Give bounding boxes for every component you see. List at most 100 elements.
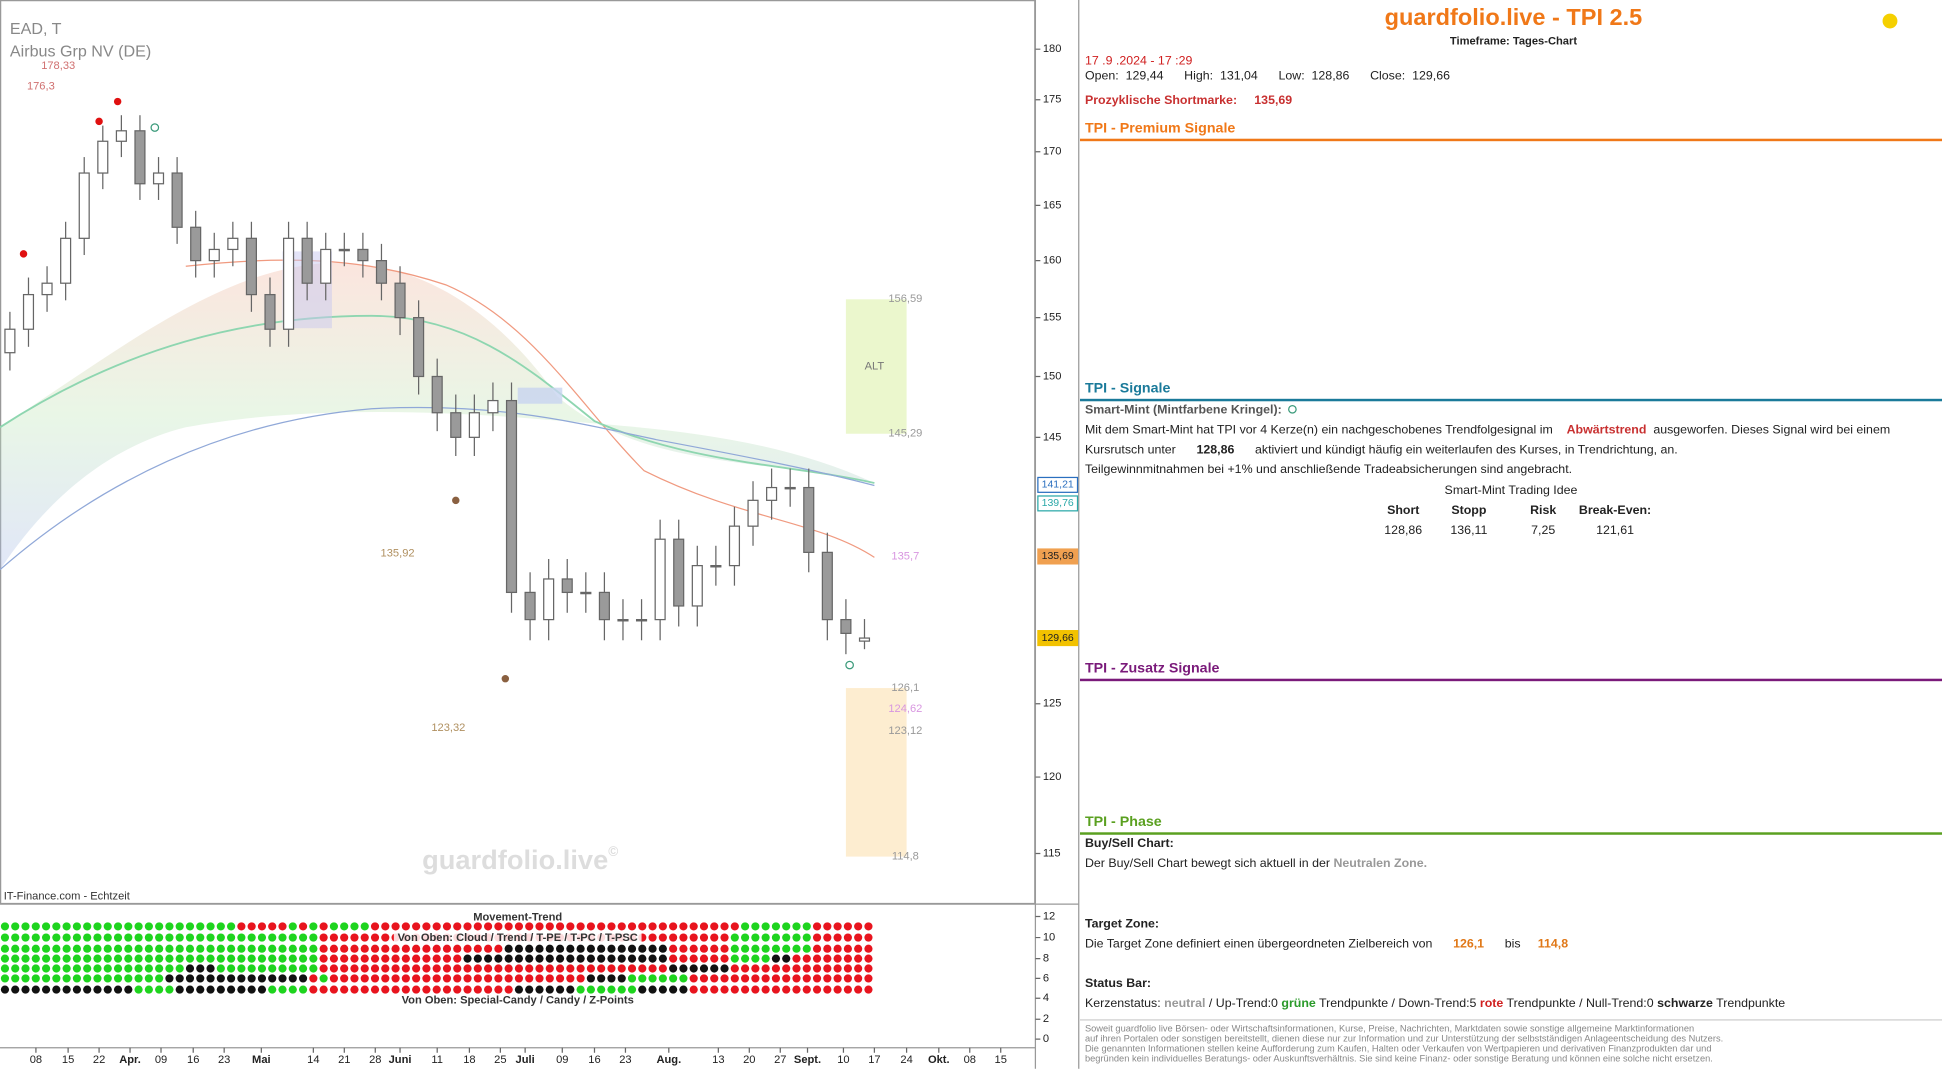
trend-dot [11,985,20,994]
trend-dot [175,944,184,953]
trend-dot [638,922,647,931]
trend-dot [0,964,10,973]
status-light [1882,13,1898,29]
panel-title: guardfolio.live - TPI 2.5 [1384,4,1643,31]
trend-dot [792,933,801,942]
text: / Null-Trend:0 [1579,997,1654,1011]
idea-title: Smart-Mint Trading Idee [1444,484,1578,498]
trend-dot [864,933,873,942]
trend-dot [525,954,534,963]
x-tick-label: Apr. [119,1054,141,1066]
candle-body [134,130,146,185]
trend-dot [576,974,585,983]
trend-dot [412,944,421,953]
trend-dot [812,974,822,983]
candle-body [41,282,53,296]
trend-dot [298,944,308,953]
trend-dot [0,944,10,953]
trend-dot [381,922,390,931]
section-line [1079,138,1942,142]
trend-dot [370,922,380,931]
trend-dot [83,974,92,983]
trend-dot [288,964,297,973]
trend-dot [514,944,524,953]
trend-dot [648,944,657,953]
trend-dot [185,933,195,942]
trend-dot [689,922,698,931]
trend-dot [442,954,452,963]
trend-dot [381,974,390,983]
trend-dot [268,944,277,953]
trend-dot [144,933,153,942]
price-marker: 135,69 [1042,550,1074,562]
trend-dot [679,944,688,953]
trend-dot [165,922,174,931]
trend-dot [679,974,688,983]
candle-body [840,618,852,634]
trend-dot [782,944,791,953]
idea-header: Short [1387,504,1420,518]
trend-dot [442,985,452,994]
indicator-title: Movement-Trend [473,912,562,924]
indicator-label: Von Oben: Special-Candy / Candy / Z-Poin… [402,995,634,1007]
trend-dot [771,954,781,963]
trend-dot [576,944,585,953]
trend-dot [473,922,482,931]
z-point [113,97,122,106]
trend-dot [545,985,554,994]
trend-dot [730,985,739,994]
trend-dot [216,944,225,953]
trend-dot [227,922,236,931]
trend-dot [72,974,81,983]
disclaimer-line: Soweit guardfolio live Börsen- oder Wirt… [1084,1023,1695,1035]
x-tick-label: 15 [62,1054,74,1066]
price-marker-box [1037,476,1079,493]
trend-dot [155,954,164,963]
trend-dot [216,933,225,942]
x-tick-label: Mai [252,1054,271,1066]
trend-dot [298,933,308,942]
trend-dot [350,954,359,963]
annotation: 156,59 [888,293,922,305]
trend-dot [257,985,267,994]
price-marker-box [1037,495,1079,512]
trend-dot [360,964,369,973]
x-tick-label: 24 [900,1054,912,1066]
trend-dot [206,933,215,942]
trend-dot [309,933,318,942]
idea-value: 7,25 [1531,523,1556,538]
trend-dot [823,922,832,931]
trend-dot [514,974,524,983]
trend-dot [124,985,133,994]
trend-dot [268,985,277,994]
candle-body [320,248,332,284]
text: Der Buy/Sell Chart bewegt sich aktuell i… [1084,857,1331,871]
trend-dot [350,944,359,953]
trend-dot [514,922,524,931]
trend-dot [864,922,873,931]
trend-dot [329,954,338,963]
candle-body [78,172,90,239]
trend-dot [83,922,92,931]
trend-dot [792,974,801,983]
trend-dot [370,985,380,994]
trend-dot [196,922,205,931]
trend-dot [484,964,493,973]
trend-dot [268,933,277,942]
trend-dot [72,944,81,953]
trend-dot [11,933,20,942]
trend-dot [309,922,318,931]
trend-dot [185,944,195,953]
phase-text: Die Target Zone definiert einen übergeor… [1085,938,1568,952]
idea-header: Break-Even: [1578,504,1652,518]
trend-dot [83,944,92,953]
zone: Neutralen Zone. [1333,857,1428,871]
trend-dot [103,933,112,942]
idea-header: Stopp [1451,504,1487,518]
disclaimer-line: Die genannten Informationen stellen kein… [1084,1042,1712,1054]
trend-dot [31,985,40,994]
candle-body [673,538,685,607]
trend-dot [751,974,760,983]
shortmark-value: 135,69 [1254,94,1293,108]
candle-body [524,591,536,621]
